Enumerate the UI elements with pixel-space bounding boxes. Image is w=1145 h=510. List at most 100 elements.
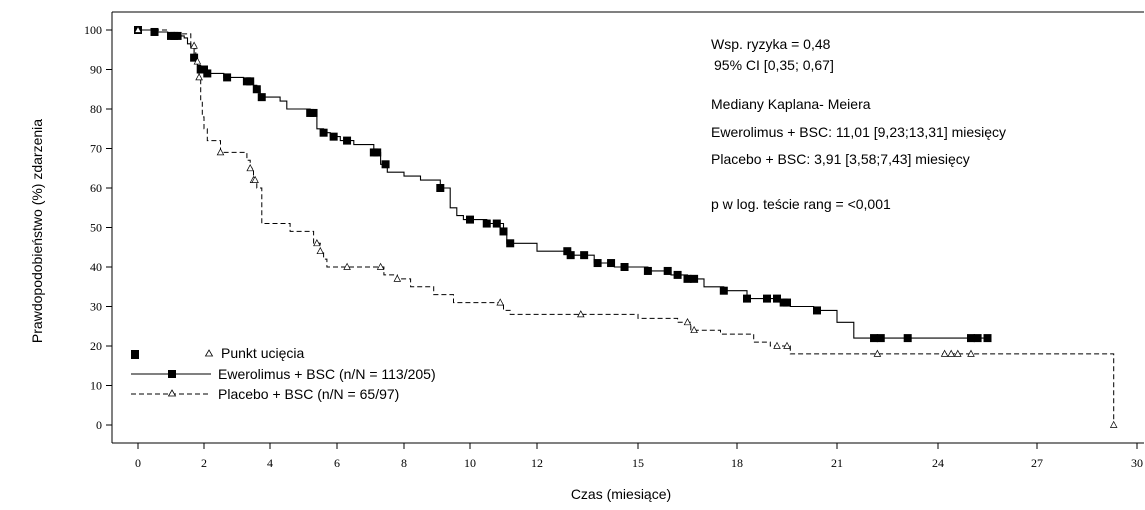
legend-censor-label: Punkt ucięcia bbox=[221, 345, 304, 361]
censor-marker-placebo bbox=[783, 341, 791, 349]
censor-marker-placebo bbox=[967, 349, 975, 357]
censor-marker-everolimus bbox=[719, 286, 728, 295]
y-ticks: 0 10 20 30 40 50 60 70 80 90 100 bbox=[84, 23, 112, 432]
censor-marker-everolimus bbox=[593, 259, 602, 268]
x-tick-label: 12 bbox=[531, 456, 543, 470]
x-tick-label: 15 bbox=[632, 456, 644, 470]
censor-marker-placebo bbox=[376, 262, 385, 270]
y-tick-label: 70 bbox=[90, 142, 102, 156]
censor-marker-placebo bbox=[577, 310, 585, 318]
hazard-ratio-text: Wsp. ryzyka = 0,48 bbox=[711, 36, 831, 52]
censor-marker-placebo bbox=[690, 325, 698, 334]
censor-marker-everolimus bbox=[319, 128, 328, 137]
y-tick-label: 10 bbox=[90, 379, 102, 393]
x-tick-label: 4 bbox=[267, 456, 273, 470]
censor-marker-everolimus bbox=[466, 215, 474, 224]
x-tick-label: 8 bbox=[401, 456, 407, 470]
censor-marker-everolimus bbox=[566, 251, 575, 260]
censor-marker-everolimus bbox=[150, 27, 159, 36]
censor-marker-everolimus bbox=[492, 219, 501, 228]
censor-marker-placebo bbox=[195, 73, 203, 81]
censor-marker-everolimus bbox=[743, 294, 751, 303]
censor-marker-placebo bbox=[246, 164, 254, 172]
series-line-everolimus bbox=[138, 29, 988, 339]
legend-placebo-label: Placebo + BSC (n/N = 65/97) bbox=[218, 386, 399, 402]
censor-marker-everolimus bbox=[343, 136, 352, 145]
censor-marker-everolimus bbox=[620, 263, 629, 271]
x-tick-label: 24 bbox=[932, 456, 944, 470]
censor-marker-placebo bbox=[251, 175, 259, 183]
censor-marker-everolimus bbox=[870, 334, 879, 343]
x-tick-label: 30 bbox=[1131, 456, 1143, 470]
censor-marker-everolimus bbox=[763, 294, 771, 303]
p-value-text: p w log. teście rang = <0,001 bbox=[711, 196, 891, 212]
censor-marker-placebo bbox=[940, 349, 949, 357]
censor-marker-placebo bbox=[316, 246, 324, 255]
censor-marker-everolimus bbox=[903, 334, 912, 343]
confidence-interval-text: 95% CI [0,35; 0,67] bbox=[714, 57, 834, 73]
censor-marker-everolimus bbox=[773, 294, 781, 303]
x-tick-label: 0 bbox=[135, 456, 141, 470]
annotation-box: Wsp. ryzyka = 0,48 95% CI [0,35; 0,67] M… bbox=[711, 36, 1006, 212]
censor-marker-placebo bbox=[947, 349, 955, 357]
censor-marker-placebo bbox=[134, 25, 142, 33]
censor-marker-everolimus bbox=[246, 77, 255, 86]
censor-marker-placebo bbox=[190, 41, 198, 49]
legend: Punkt ucięcia Ewerolimus + BSC (n/N = 11… bbox=[131, 345, 436, 402]
censor-marker-everolimus bbox=[813, 306, 821, 315]
median-placebo-text: Placebo + BSC: 3,91 [3,58;7,43] miesięcy bbox=[711, 151, 970, 167]
censor-marker-everolimus bbox=[983, 334, 992, 343]
legend-everolimus-label: Ewerolimus + BSC (n/N = 113/205) bbox=[218, 366, 436, 382]
censor-marker-everolimus bbox=[683, 274, 692, 283]
x-axis-label: Czas (miesiące) bbox=[571, 486, 671, 502]
x-tick-label: 6 bbox=[334, 456, 340, 470]
censor-marker-everolimus bbox=[607, 259, 616, 268]
censor-markers bbox=[134, 25, 1118, 428]
censor-marker-everolimus bbox=[580, 251, 589, 260]
x-ticks: 0 2 4 6 8 10 12 15 18 21 24 27 30 bbox=[135, 443, 1143, 470]
censor-marker-everolimus bbox=[663, 266, 672, 275]
censor-marker-everolimus bbox=[190, 53, 199, 62]
censor-marker-everolimus bbox=[203, 69, 212, 78]
legend-censor-square-marker bbox=[131, 350, 139, 359]
censor-marker-everolimus bbox=[381, 160, 390, 169]
x-tick-label: 10 bbox=[464, 456, 476, 470]
y-tick-label: 100 bbox=[84, 23, 102, 37]
legend-placebo-marker bbox=[167, 389, 177, 397]
median-everolimus-text: Ewerolimus + BSC: 11,01 [9,23;13,31] mie… bbox=[711, 124, 1006, 140]
censor-marker-everolimus bbox=[436, 184, 445, 192]
censor-marker-everolimus bbox=[329, 132, 338, 141]
y-tick-label: 50 bbox=[90, 221, 102, 235]
censor-marker-everolimus bbox=[506, 239, 515, 248]
censor-marker-everolimus bbox=[309, 108, 318, 117]
censor-marker-everolimus bbox=[876, 334, 885, 343]
censor-marker-everolimus bbox=[973, 334, 982, 343]
censor-marker-placebo bbox=[216, 148, 225, 156]
censor-marker-everolimus bbox=[690, 274, 699, 283]
km-medians-title: Mediany Kaplana- Meiera bbox=[711, 96, 871, 112]
censor-marker-everolimus bbox=[373, 148, 382, 157]
x-tick-label: 27 bbox=[1031, 456, 1043, 470]
censor-marker-everolimus bbox=[173, 31, 182, 40]
legend-censor-triangle-marker bbox=[204, 349, 214, 357]
censor-marker-placebo bbox=[773, 341, 781, 349]
censor-marker-placebo bbox=[193, 57, 202, 65]
censor-marker-everolimus bbox=[482, 219, 491, 228]
legend-everolimus-marker bbox=[168, 370, 176, 378]
censor-marker-placebo bbox=[496, 298, 504, 306]
x-tick-label: 2 bbox=[201, 456, 207, 470]
y-tick-label: 80 bbox=[90, 102, 102, 116]
censor-marker-placebo bbox=[954, 349, 962, 357]
y-tick-label: 0 bbox=[96, 418, 102, 432]
censor-marker-everolimus bbox=[783, 298, 791, 307]
censor-marker-everolimus bbox=[673, 270, 682, 279]
censor-marker-placebo bbox=[393, 274, 402, 282]
censor-marker-everolimus bbox=[643, 266, 652, 275]
censor-marker-everolimus bbox=[499, 227, 508, 236]
censor-marker-everolimus bbox=[967, 334, 975, 343]
censor-marker-everolimus bbox=[257, 93, 266, 102]
x-tick-label: 18 bbox=[731, 456, 743, 470]
y-tick-label: 40 bbox=[90, 260, 102, 274]
censor-marker-placebo bbox=[873, 349, 882, 357]
censor-marker-everolimus bbox=[252, 85, 261, 94]
